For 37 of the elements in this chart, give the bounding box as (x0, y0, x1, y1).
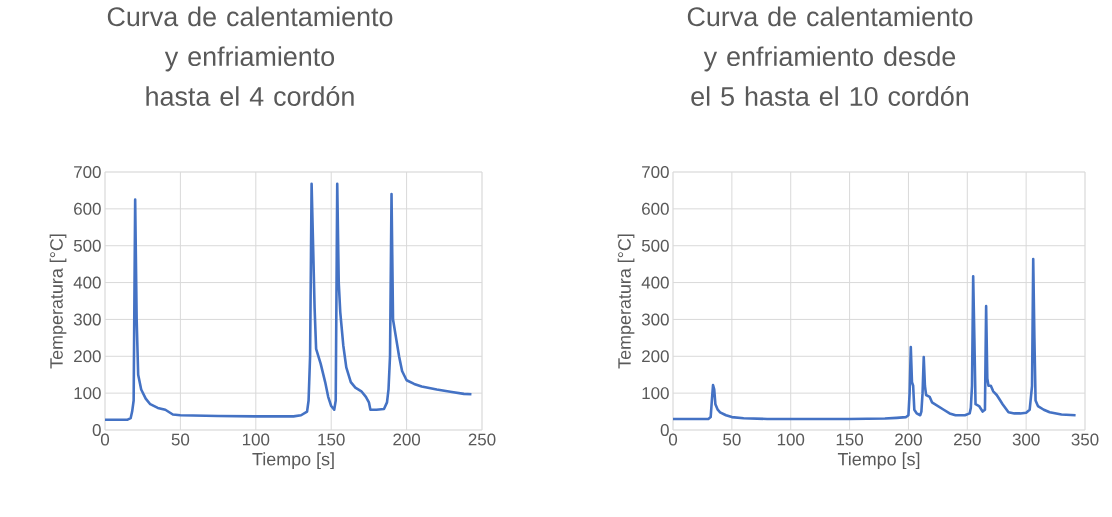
x-tick-label: 200 (393, 433, 421, 446)
x-tick-label: 300 (1012, 433, 1040, 446)
x-tick-label: 50 (723, 433, 741, 446)
x-tick-label: 250 (954, 433, 981, 446)
y-axis-title: Temperatura [°C] (49, 234, 67, 369)
y-tick-label: 100 (642, 387, 669, 400)
y-tick-label: 200 (642, 350, 669, 363)
x-tick-label: 200 (895, 433, 922, 446)
x-tick-label: 100 (242, 433, 270, 446)
chart-title: Curva de calentamiento y enfriamiento hasta el 4 cordón (107, 6, 393, 106)
x-tick-label: 150 (836, 433, 864, 446)
y-tick-label: 500 (641, 239, 669, 252)
y-tick-label: 0 (660, 424, 669, 436)
chart-title: Curva de calentamiento y enfriamiento desde el 5 hasta el 10 cordón (687, 6, 973, 106)
x-tick-label: 0 (668, 433, 678, 446)
x-axis-title: Tiempo [s] (252, 452, 334, 470)
x-tick-label: 0 (100, 433, 110, 446)
y-tick-label: 500 (73, 239, 101, 252)
x-tick-label: 100 (777, 433, 805, 446)
x-tick-label: 350 (1071, 433, 1099, 446)
y-tick-label: 400 (641, 276, 669, 289)
y-tick-label: 100 (74, 387, 101, 400)
y-tick-label: 300 (641, 313, 669, 326)
y-tick-label: 0 (92, 424, 101, 436)
x-axis-title: Tiempo [s] (837, 452, 920, 470)
x-tick-label: 250 (468, 433, 496, 446)
y-tick-label: 400 (73, 276, 101, 289)
x-tick-label: 150 (318, 433, 345, 446)
y-tick-label: 700 (74, 166, 101, 178)
x-tick-label: 50 (171, 433, 190, 446)
y-tick-label: 200 (74, 350, 101, 363)
y-tick-label: 600 (74, 202, 101, 215)
y-tick-label: 700 (642, 166, 669, 178)
y-tick-label: 600 (642, 202, 669, 215)
y-axis-title: Temperatura [°C] (617, 234, 635, 369)
line-series (105, 182, 473, 421)
y-tick-label: 300 (73, 313, 101, 326)
